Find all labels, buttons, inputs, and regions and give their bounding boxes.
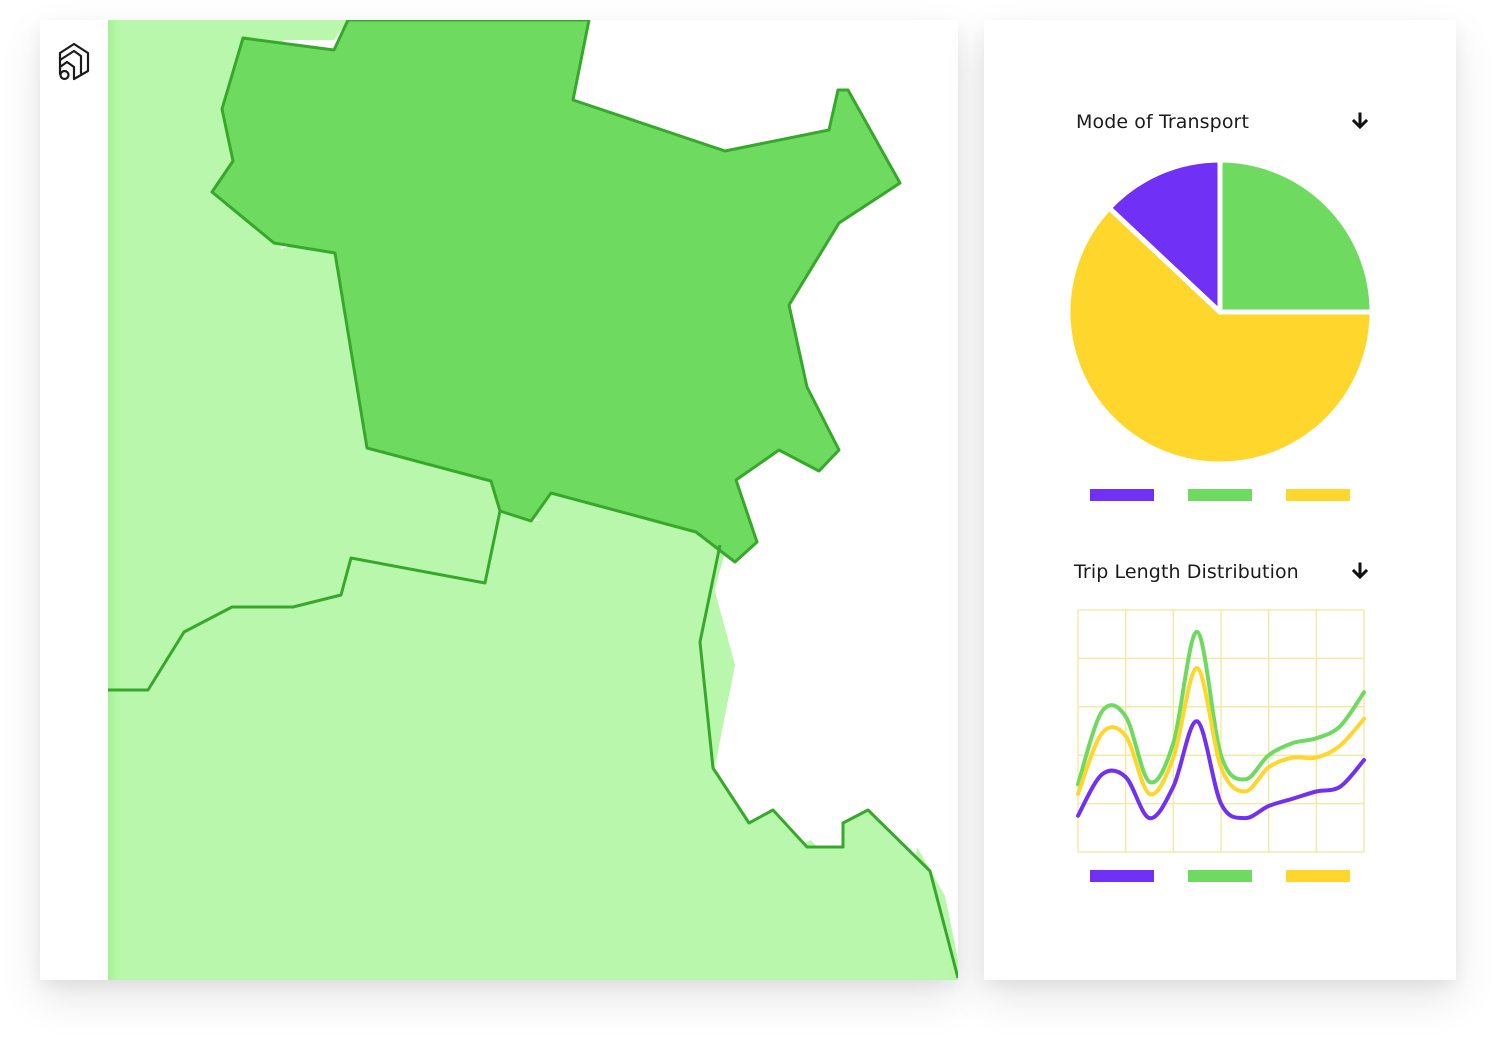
analytics-panel: Mode of Transport Trip Length Distributi… — [984, 20, 1456, 980]
region-map[interactable] — [108, 20, 958, 980]
download-arrow-icon[interactable] — [1349, 561, 1371, 583]
line-legend-swatch[interactable] — [1188, 870, 1252, 882]
mode-of-transport-title: Mode of Transport — [1076, 111, 1250, 133]
download-arrow-icon[interactable] — [1349, 111, 1371, 133]
mode-pie-chart[interactable] — [1064, 156, 1376, 468]
series-line[interactable] — [1076, 629, 1366, 787]
pie-slice[interactable] — [1106, 157, 1223, 315]
pie-slice[interactable] — [1217, 157, 1375, 315]
trip-length-title: Trip Length Distribution — [1074, 561, 1299, 583]
series-line[interactable] — [1076, 719, 1366, 821]
line-legend-swatch[interactable] — [1286, 870, 1350, 882]
series-line[interactable] — [1076, 666, 1366, 797]
pie-legend-swatch[interactable] — [1286, 489, 1350, 501]
line-legend-swatch[interactable] — [1090, 870, 1154, 882]
selected-region[interactable] — [210, 20, 902, 564]
stacked-house-logo-icon[interactable] — [57, 40, 91, 82]
south-region[interactable] — [108, 493, 958, 980]
pie-slice[interactable] — [1065, 205, 1375, 467]
map-edge-shade — [108, 20, 126, 980]
left-rail — [40, 20, 108, 980]
pie-legend-swatch[interactable] — [1090, 489, 1154, 501]
map-window — [40, 20, 958, 980]
region-borders — [108, 510, 958, 979]
pie-legend-swatch[interactable] — [1188, 489, 1252, 501]
map-canvas[interactable] — [108, 20, 958, 980]
trip-length-line-chart[interactable] — [1076, 609, 1366, 853]
